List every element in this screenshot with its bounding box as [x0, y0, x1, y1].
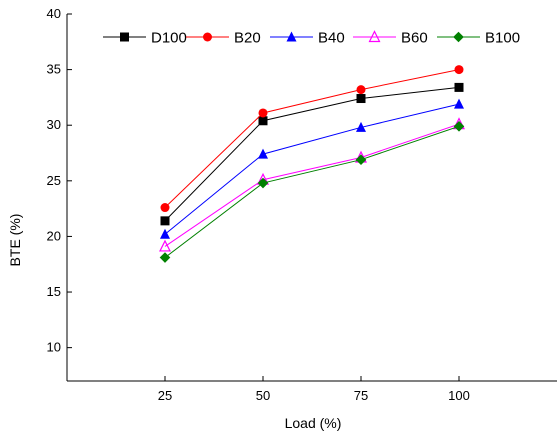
series-b100 — [159, 121, 465, 263]
legend-label: D100 — [151, 30, 187, 47]
data-point — [356, 85, 366, 95]
legend-label: B20 — [234, 30, 261, 47]
data-point — [160, 228, 170, 239]
data-point — [454, 98, 464, 109]
data-point — [159, 239, 171, 252]
series-d100 — [160, 82, 464, 226]
data-point — [454, 82, 464, 92]
y-tick-label: 30 — [47, 117, 61, 132]
data-point — [356, 121, 366, 132]
legend-item-b60: B60 — [353, 30, 428, 47]
legend-item-b100: B100 — [437, 30, 520, 47]
y-tick-label: 25 — [47, 173, 61, 188]
data-point — [257, 177, 269, 189]
series-b40 — [160, 98, 464, 239]
y-tick-label: 40 — [47, 6, 61, 21]
legend-marker — [453, 31, 464, 43]
legend-item-b20: B20 — [186, 30, 261, 47]
legend-label: B40 — [318, 30, 345, 47]
series-line — [164, 86, 460, 222]
data-point — [258, 148, 268, 159]
y-axis-label: BTE (%) — [7, 214, 23, 267]
data-point — [159, 252, 171, 263]
legend-marker — [368, 30, 381, 43]
series-line — [164, 69, 460, 208]
legend-marker — [286, 31, 297, 42]
data-point — [355, 154, 367, 165]
y-tick-label: 10 — [47, 340, 61, 355]
legend-item-b40: B40 — [270, 30, 345, 47]
x-tick-label: 75 — [354, 388, 368, 403]
x-tick-label: 25 — [158, 388, 172, 403]
data-point — [258, 108, 268, 118]
legend-item-d100: D100 — [103, 30, 187, 47]
series-line — [164, 125, 460, 258]
data-point — [356, 94, 366, 104]
y-tick-label: 15 — [47, 284, 61, 299]
y-tick-label: 35 — [47, 62, 61, 77]
series-b20 — [160, 65, 464, 213]
series-line — [164, 123, 460, 247]
y-tick-label: 20 — [47, 228, 61, 243]
legend: D100 B20 B40 B60 B100 — [103, 30, 520, 47]
data-point — [454, 65, 464, 75]
data-point — [453, 121, 465, 132]
data-point — [160, 203, 170, 213]
legend-marker — [203, 32, 212, 42]
legend-label: B60 — [401, 30, 428, 47]
data-point — [160, 216, 170, 226]
plot-area: 10 15 20 25 30 35 40 25 50 75 100 D100 B20 B40 B60 B100 — [47, 6, 557, 403]
legend-label: B100 — [485, 30, 520, 47]
legend-marker — [120, 32, 129, 42]
x-axis-label: Load (%) — [285, 415, 342, 431]
x-tick-label: 100 — [448, 388, 470, 403]
data-point — [258, 116, 268, 126]
x-tick-label: 50 — [256, 388, 270, 403]
series-line — [164, 103, 460, 235]
series-b60 — [159, 117, 465, 252]
